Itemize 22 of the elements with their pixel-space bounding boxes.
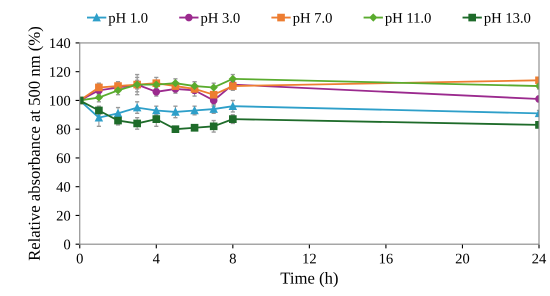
- x-tick-label: 0: [76, 254, 83, 264]
- legend-label: pH 1.0: [108, 12, 148, 26]
- x-tick-label: 24: [532, 254, 546, 264]
- y-tick-label: 0: [64, 240, 70, 250]
- legend-label: pH 7.0: [292, 12, 332, 26]
- x-tick-label: 12: [303, 254, 316, 264]
- x-tick-label: 4: [152, 254, 160, 264]
- legend-label: pH 3.0: [200, 12, 240, 26]
- x-tick-label: 16: [380, 254, 393, 264]
- x-tick-label: 8: [230, 254, 236, 264]
- y-axis-title: Relative absorbance at 500 nm (%): [28, 26, 44, 260]
- y-tick-label: 20: [56, 210, 70, 221]
- y-tick-label: 40: [56, 182, 70, 192]
- y-tick-label: 80: [56, 124, 70, 134]
- y-tick-label: 100: [50, 96, 70, 106]
- y-tick-label: 140: [50, 38, 70, 48]
- x-tick-label: 20: [456, 254, 470, 264]
- legend-label: pH 13.0: [484, 12, 530, 26]
- y-tick-label: 60: [56, 153, 70, 164]
- y-tick-label: 120: [50, 67, 70, 77]
- x-axis-title: Time (h): [280, 272, 338, 288]
- legend-label: pH 11.0: [385, 12, 431, 26]
